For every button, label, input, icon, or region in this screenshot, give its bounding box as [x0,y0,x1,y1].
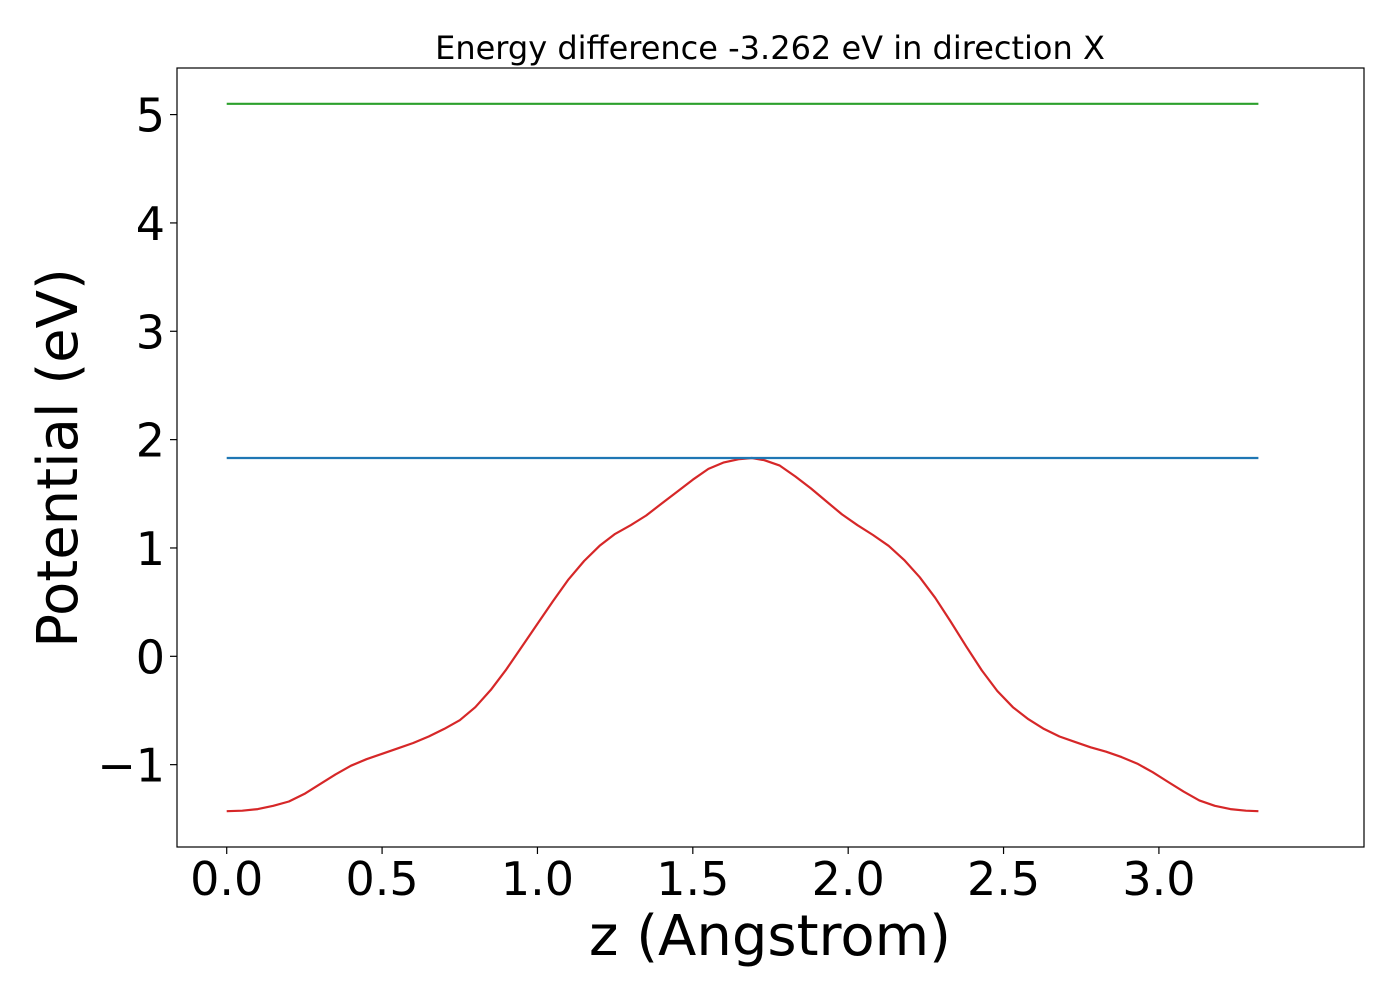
x-tick-label: 1.5 [656,852,729,906]
y-tick-label: 2 [136,414,165,468]
x-tick-label: 2.5 [967,852,1040,906]
plot-area [176,67,1365,848]
x-axis-label: z (Angstrom) [589,904,951,969]
y-tick-label: 0 [136,630,165,684]
chart-title: Energy difference -3.262 eV in direction… [435,29,1105,67]
y-axis-label: Potential (eV) [26,268,91,648]
y-tick-label: 1 [136,522,165,576]
x-tick-label: 0.0 [190,852,263,906]
y-tick-label: 3 [136,305,165,359]
y-tick-label: 5 [136,89,165,143]
x-axis-ticks: 0.0 0.5 1.0 1.5 2.0 2.5 3.0 [190,847,1195,906]
series-layer [226,102,1259,813]
x-tick-label: 0.5 [346,852,419,906]
x-tick-label: 1.0 [501,852,574,906]
x-tick-label: 2.0 [812,852,885,906]
y-axis-ticks: −1 0 1 2 3 4 5 [97,89,177,793]
x-tick-label: 3.0 [1122,852,1195,906]
y-tick-label: −1 [97,739,165,793]
y-tick-label: 4 [136,197,165,251]
axes-frame [176,67,1365,848]
